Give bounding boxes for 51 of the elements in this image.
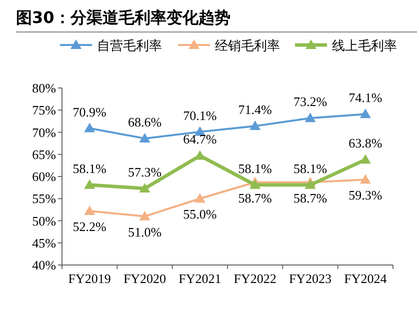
point (304, 112, 316, 122)
y-tick-label: 75% (32, 102, 56, 118)
legend-label: 线上毛利率 (332, 38, 397, 54)
y-tick-label: 55% (32, 191, 56, 206)
data-label: 58.1% (293, 160, 328, 176)
point (84, 179, 96, 189)
point (360, 154, 371, 164)
data-label: 52.2% (72, 219, 107, 234)
y-tick-label: 70% (32, 124, 56, 140)
data-label: 71.4% (238, 102, 272, 118)
point (304, 179, 316, 189)
point (84, 122, 96, 132)
point (139, 132, 150, 142)
data-label: 70.9% (72, 104, 107, 120)
data-label: 58.1% (72, 160, 107, 176)
x-tick-label: FY2022 (234, 271, 276, 286)
data-label: 68.6% (128, 114, 162, 130)
data-label: 59.3% (348, 188, 382, 203)
point (84, 206, 96, 216)
legend-label: 经销毛利率 (215, 38, 280, 54)
data-label: 58.7% (293, 190, 328, 206)
data-label: 55.0% (183, 206, 217, 222)
point (360, 108, 371, 118)
y-tick-label: 60% (32, 169, 56, 184)
data-label: 57.3% (128, 164, 162, 180)
point (194, 193, 206, 203)
data-label: 63.8% (348, 136, 382, 151)
data-label: 73.2% (293, 94, 328, 110)
x-tick-label: FY2019 (68, 271, 111, 286)
point (250, 120, 261, 130)
legend-label: 自营毛利率 (97, 38, 162, 54)
chart-title: 图30：分渠道毛利率变化趋势 (16, 8, 230, 27)
point (139, 210, 150, 220)
y-tick-label: 50% (32, 213, 56, 228)
x-tick-label: FY2023 (288, 271, 332, 286)
y-tick-label: 40% (32, 258, 56, 272)
point (139, 182, 150, 192)
x-tick-label: FY2024 (344, 271, 388, 286)
data-label: 70.1% (183, 108, 217, 123)
y-tick-label: 45% (32, 235, 56, 250)
y-tick-label: 65% (32, 146, 56, 162)
point (250, 179, 261, 189)
point (360, 174, 371, 184)
data-label: 58.1% (238, 160, 272, 176)
x-tick-label: FY2021 (178, 271, 222, 286)
data-label: 58.7% (238, 190, 272, 206)
data-label: 74.1% (348, 90, 382, 106)
x-tick-label: FY2020 (123, 271, 166, 286)
data-label: 64.7% (183, 132, 217, 147)
y-tick-label: 80% (32, 80, 56, 96)
data-label: 51.0% (128, 224, 162, 240)
